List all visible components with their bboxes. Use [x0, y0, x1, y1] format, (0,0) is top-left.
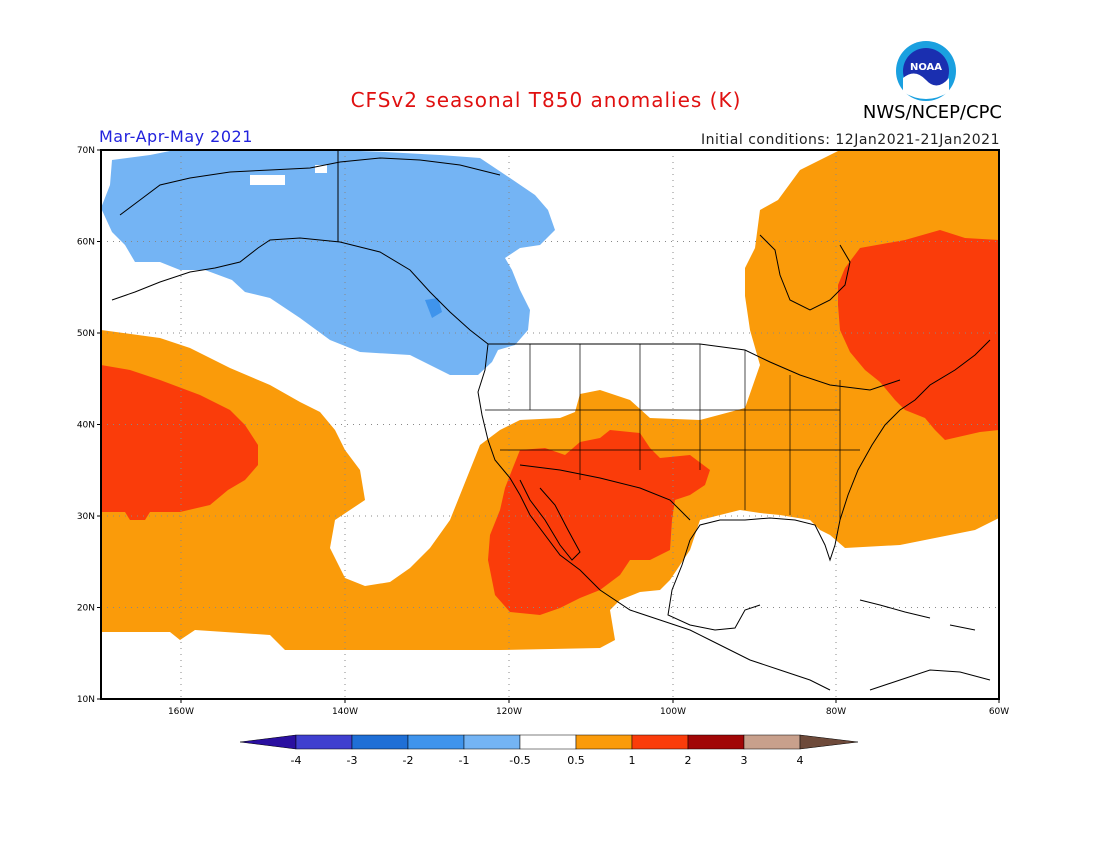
anomaly-region-medium-blue-coast: [425, 298, 442, 318]
lon-label: 160W: [168, 707, 194, 717]
colorbar-segment: [351, 734, 409, 750]
colorbar-label: 4: [797, 754, 804, 767]
neutral-gap: [250, 175, 285, 185]
lat-label: 10N: [77, 695, 95, 705]
colorbar-label: -3: [347, 754, 358, 767]
lon-label: 120W: [496, 707, 522, 717]
coastline-east-coast: [839, 339, 991, 521]
coastline-west-coast: [477, 343, 831, 691]
colorbar-label: -4: [291, 754, 302, 767]
colorbar-arrow-high: [799, 734, 859, 750]
colorbar-label: 3: [741, 754, 748, 767]
lon-label: 100W: [660, 707, 686, 717]
colorbar-segment: [295, 734, 353, 750]
coastline-alaska-north: [119, 157, 501, 216]
coastline-mexico-east: [667, 539, 761, 631]
initial-conditions-label: Initial conditions: 12Jan2021-21Jan2021: [701, 132, 1000, 148]
colorbar-segment: [631, 734, 689, 750]
colorbar-segment: [519, 734, 577, 750]
border-us-canada: [488, 343, 901, 391]
neutral-gap: [315, 165, 327, 173]
lat-label: 50N: [77, 329, 95, 339]
coastline-south-america: [869, 669, 991, 691]
colorbar-label: -1: [459, 754, 470, 767]
colorbar-segment: [575, 734, 633, 750]
coastline-baja: [519, 479, 581, 561]
colorbar-label: 0.5: [567, 754, 585, 767]
lat-label: 40N: [77, 421, 95, 431]
map-title: CFSv2 seasonal T850 anomalies (K): [350, 88, 742, 112]
colorbar-segment: [743, 734, 801, 750]
colorbar-label: 2: [685, 754, 692, 767]
coastline-caribbean: [859, 599, 976, 631]
colorbar-label: 1: [629, 754, 636, 767]
colorbar-arrow-low: [239, 734, 297, 750]
state-borders: [485, 344, 860, 520]
lat-label: 70N: [77, 146, 95, 156]
anomaly-region-red-north-pacific: [101, 365, 258, 520]
season-label: Mar-Apr-May 2021: [99, 127, 253, 146]
lat-label: 20N: [77, 604, 95, 614]
colorbar-segment: [463, 734, 521, 750]
anomaly-region-orange-pacific-mexico-east: [101, 150, 999, 650]
colorbar-segment: [687, 734, 745, 750]
anomaly-region-red-southwest-us-mexico: [488, 430, 710, 615]
colorbar: [239, 734, 859, 750]
anomaly-region-blue-alaska-western-canada: [101, 150, 555, 375]
lon-label: 80W: [826, 707, 846, 717]
lon-label: 140W: [332, 707, 358, 717]
coastline-gulf-of-mexico: [689, 517, 841, 562]
colorbar-label: -2: [403, 754, 414, 767]
coastline-hudson-bay: [759, 234, 851, 311]
anomaly-region-red-northeast-canada: [838, 230, 999, 440]
border-us-mexico: [519, 464, 691, 521]
organization-label: NWS/NCEP/CPC: [862, 102, 1002, 123]
coastline-alaska: [111, 237, 489, 345]
colorbar-label: -0.5: [509, 754, 530, 767]
lat-label: 30N: [77, 512, 95, 522]
logo-text: NOAA: [910, 62, 942, 73]
lon-label: 60W: [989, 707, 1009, 717]
colorbar-segment: [407, 734, 465, 750]
noaa-logo-icon: NOAA: [896, 41, 956, 101]
lat-label: 60N: [77, 238, 95, 248]
